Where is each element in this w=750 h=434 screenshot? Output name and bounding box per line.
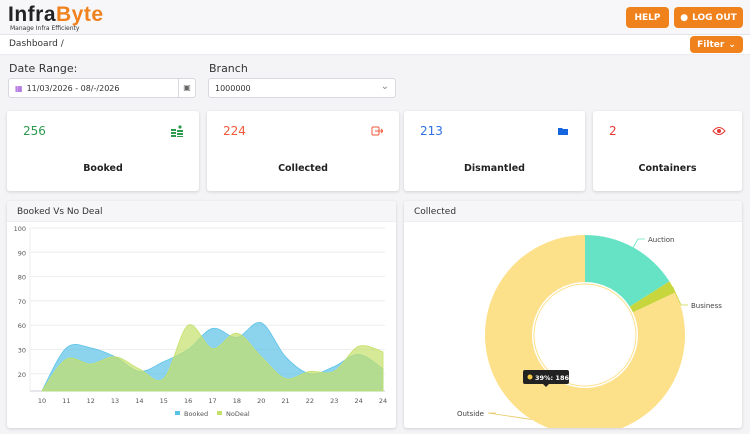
tooltip-text: 39%: 186 <box>535 374 569 382</box>
sign-out-icon <box>371 126 383 136</box>
card-label: Booked <box>83 163 123 174</box>
card-dismantled[interactable]: 213 Dismantled <box>404 111 585 191</box>
panel-title: Booked Vs No Deal <box>7 201 396 222</box>
top-header: InfraByte Manage Infra Efficienty HELP ●… <box>0 0 750 35</box>
donut-slice-business[interactable] <box>629 281 676 313</box>
x-tick-label: 18 <box>233 397 241 405</box>
filter-button[interactable]: Filter ⌄ <box>690 36 743 53</box>
branch-label: Branch <box>209 62 248 75</box>
filter-label: Filter <box>697 39 725 50</box>
card-booked[interactable]: 256 Booked <box>7 111 199 191</box>
help-button[interactable]: HELP <box>626 7 669 28</box>
card-collected[interactable]: 224 Collected <box>207 111 399 191</box>
breadcrumb: Dashboard / Filter ⌄ <box>0 35 750 55</box>
legend-swatch <box>175 411 180 415</box>
label-leader <box>487 412 532 420</box>
card-label: Dismantled <box>464 163 525 174</box>
series-area-nodeal[interactable] <box>41 324 384 392</box>
x-tick-label: 23 <box>330 397 338 405</box>
x-tick-label: 12 <box>87 397 95 405</box>
folder-icon <box>558 128 568 135</box>
inner-ring <box>533 283 637 387</box>
breadcrumb-text: Dashboard / <box>9 39 64 49</box>
y-tick-label: 100 <box>14 225 26 233</box>
x-tick-label: 14 <box>135 397 143 405</box>
x-tick-label: 20 <box>257 397 265 405</box>
slice-label: Business <box>691 302 722 310</box>
chevron-down-icon: ⌄ <box>728 39 736 50</box>
logo-tagline: Manage Infra Efficienty <box>10 25 80 32</box>
legend-label[interactable]: Booked <box>184 410 208 418</box>
date-range-label: Date Range: <box>9 62 78 75</box>
tooltip: 39%: 186 <box>523 370 569 387</box>
logo[interactable]: InfraByte <box>8 3 104 26</box>
tooltip-dot <box>527 374 533 380</box>
x-tick-label: 11 <box>62 397 70 405</box>
donut-slice-auction[interactable] <box>585 235 670 307</box>
label-leader <box>632 238 645 248</box>
area-chart: 100 90 80 70 60 30 20 10 11 12 13 14 15 16 17 18 20 21 22 2… <box>14 225 388 418</box>
user-icon: ● <box>680 12 689 23</box>
card-value: 2 <box>609 124 617 138</box>
label-leader <box>672 286 688 306</box>
card-containers[interactable]: 2 Containers <box>593 111 742 191</box>
x-tick-label: 16 <box>184 397 192 405</box>
eye-icon <box>712 127 726 135</box>
donut-chart: Auction Business Outside 39%: 186 <box>457 235 722 428</box>
card-value: 213 <box>420 124 443 138</box>
x-tick-label: 22 <box>306 397 314 405</box>
y-tick-label: 70 <box>18 298 26 306</box>
calendar-check-icon[interactable]: ▣ <box>178 79 195 97</box>
branch-select[interactable]: 1000000 ⌄ <box>208 78 396 98</box>
card-label: Containers <box>638 163 697 174</box>
y-tick-label: 80 <box>18 274 26 282</box>
date-range-value: 11/03/2026 - 08/-/2026 <box>26 83 120 93</box>
y-tick-label: 20 <box>18 371 26 379</box>
x-tick-label: 21 <box>281 397 289 405</box>
logout-button[interactable]: ● LOG OUT <box>674 7 743 28</box>
collected-panel: Collected Auction Business Outside 39%: 186 <box>404 201 742 428</box>
panel-title: Collected <box>404 201 742 222</box>
card-label: Collected <box>278 163 328 174</box>
slice-label: Outside <box>457 410 484 418</box>
card-value: 224 <box>223 124 246 138</box>
booked-vs-nodeal-panel: Booked Vs No Deal 100 90 80 70 60 30 20 10 11 12 1… <box>7 201 396 428</box>
y-tick-label: 60 <box>18 322 26 330</box>
slice-label: Auction <box>648 236 674 244</box>
y-tick-label: 30 <box>18 347 26 355</box>
x-tick-label: 10 <box>38 397 46 405</box>
chevron-down-icon: ⌄ <box>380 81 389 92</box>
x-tick-label: 24 <box>379 397 387 405</box>
calendar-icon: ▦ <box>15 83 23 93</box>
x-tick-label: 17 <box>208 397 216 405</box>
legend-swatch <box>217 411 222 415</box>
money-stack-icon <box>171 125 183 137</box>
card-value: 256 <box>23 124 46 138</box>
y-tick-label: 90 <box>18 249 26 257</box>
x-tick-label: 24 <box>355 397 363 405</box>
legend-label[interactable]: NoDeal <box>226 410 250 418</box>
x-tick-label: 15 <box>160 397 168 405</box>
date-range-input[interactable]: ▦ 11/03/2026 - 08/-/2026 ▣ <box>8 78 196 98</box>
branch-value: 1000000 <box>215 83 251 93</box>
x-tick-label: 13 <box>111 397 119 405</box>
